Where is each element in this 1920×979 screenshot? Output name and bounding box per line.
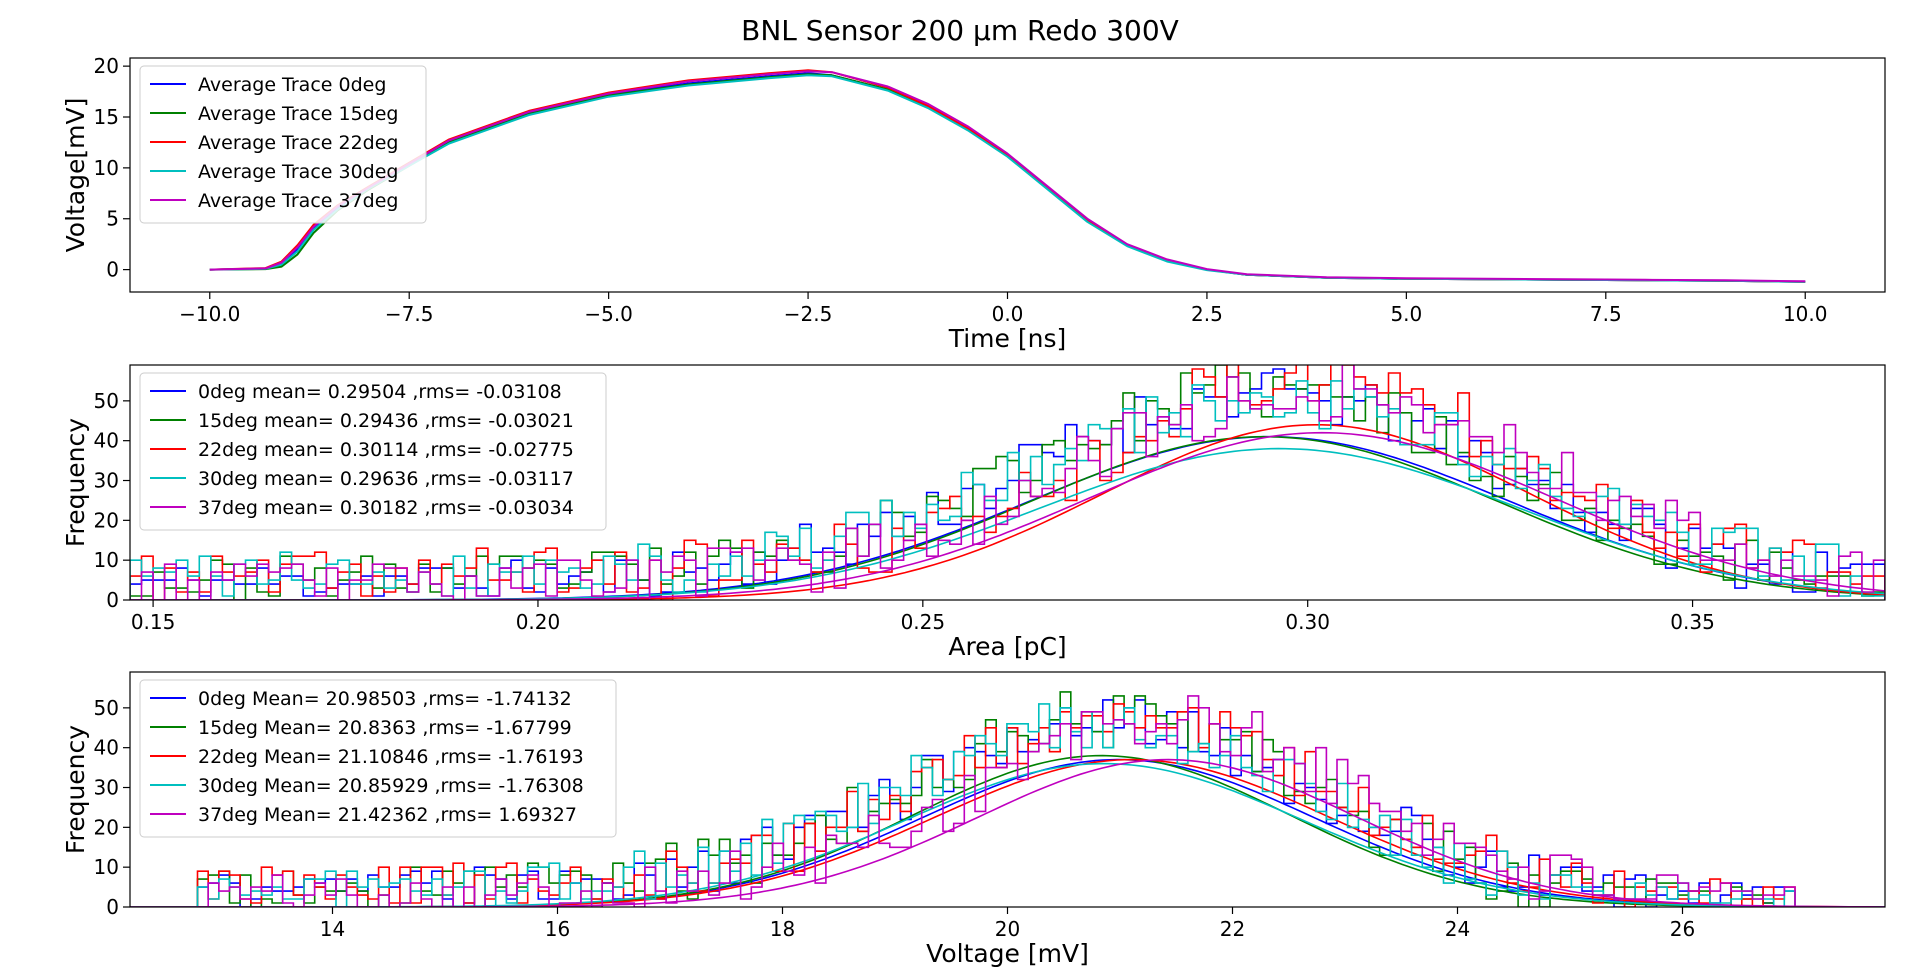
x-tick-label: −10.0 [179,302,240,326]
y-tick-label: 30 [94,469,119,493]
legend-entry: 37deg mean= 0.30182 ,rms= -0.03034 [198,497,574,519]
legend: 0deg mean= 0.29504 ,rms= -0.03108 15deg m… [139,372,607,531]
x-tick-label: −5.0 [584,302,633,326]
x-axis-label: Area [pC] [948,632,1066,661]
legend-entry: Average Trace 0deg [198,74,386,96]
series-22deg [209,69,1806,283]
gaussian-fit-line [130,423,1885,600]
y-tick-label: 40 [94,736,119,760]
x-tick-label: 26 [1670,917,1695,941]
legend-entry: 0deg Mean= 20.98503 ,rms= -1.74132 [198,688,572,710]
legend-entry: Average Trace 37deg [198,190,399,212]
x-tick-label: 24 [1445,917,1470,941]
y-tick-label: 0 [106,588,119,612]
legend-entry: 37deg Mean= 21.42362 ,rms= 1.69327 [198,804,577,826]
panel-area-histogram: 0.15 0.20 0.25 0.30 0.35 0 10 20 30 40 50 Area [pC]… [61,364,1886,661]
legend: Average Trace 0deg Average Trace 15deg Ave… [139,65,427,224]
x-tick-label: 0.35 [1670,610,1715,634]
y-tick-label: 20 [94,815,119,839]
y-tick-label: 20 [94,54,119,78]
y-axis-label: Frequency [61,418,90,547]
series-30deg [209,74,1806,283]
x-tick-label: 0.15 [131,610,176,634]
x-axis-label: Time [ns] [948,324,1067,353]
y-tick-label: 50 [94,389,119,413]
series-line [209,74,1806,283]
y-tick-label: 10 [94,548,119,572]
x-tick-label: 0.25 [901,610,946,634]
series-line [209,72,1806,283]
legend: 0deg Mean= 20.98503 ,rms= -1.74132 15deg … [139,679,617,838]
y-tick-label: 5 [106,207,119,231]
legend-entry: Average Trace 15deg [198,103,399,125]
y-tick-label: 20 [94,508,119,532]
x-tick-label: 14 [320,917,345,941]
y-tick-label: 30 [94,776,119,800]
legend-entry: Average Trace 22deg [198,132,399,154]
x-tick-label: 20 [995,917,1020,941]
y-axis-label: Frequency [61,725,90,854]
histogram-step [130,365,1885,600]
series-line [209,70,1806,283]
x-axis-label: Voltage [mV] [926,939,1089,968]
panel-average-traces: −10.0 −7.5 −5.0 −2.5 0.0 2.5 5.0 7.5 10.0 0 5 10 15 2… [61,54,1886,353]
series-line [209,73,1806,283]
x-tick-label: 7.5 [1590,302,1622,326]
legend-frame [139,679,617,838]
legend-entry: 0deg mean= 0.29504 ,rms= -0.03108 [198,381,562,403]
y-tick-label: 50 [94,696,119,720]
y-tick-label: 0 [106,258,119,282]
y-tick-label: 0 [106,895,119,919]
x-tick-label: −7.5 [385,302,434,326]
x-tick-label: 0.20 [516,610,561,634]
legend-entry: Average Trace 30deg [198,161,399,183]
legend-frame [139,65,427,224]
legend-entry: 22deg mean= 0.30114 ,rms= -0.02775 [198,439,574,461]
series-37deg [209,70,1806,283]
plot-area [209,69,1806,283]
x-tick-label: 0.30 [1285,610,1330,634]
series-line [209,69,1806,283]
panel-voltage-histogram: 14 16 18 20 22 24 26 0 10 20 30 40 50 Voltage [mV] Fre… [61,671,1886,968]
legend-entry: 30deg Mean= 20.85929 ,rms= -1.76308 [198,775,584,797]
x-tick-label: 0.0 [992,302,1024,326]
legend-frame [139,372,607,531]
histogram-step [197,695,1796,907]
y-tick-label: 15 [94,105,119,129]
series-15deg [209,73,1806,283]
series-0deg [209,72,1806,283]
x-tick-label: 10.0 [1783,302,1828,326]
legend-entry: 30deg mean= 0.29636 ,rms= -0.03117 [198,468,574,490]
x-tick-label: 18 [770,917,795,941]
y-axis-label: Voltage[mV] [61,98,90,253]
y-tick-label: 10 [94,855,119,879]
x-tick-label: −2.5 [784,302,833,326]
x-tick-label: 2.5 [1191,302,1223,326]
x-tick-label: 16 [545,917,570,941]
figure-title: BNL Sensor 200 μm Redo 300V [741,14,1179,47]
x-tick-label: 22 [1220,917,1245,941]
y-tick-label: 40 [94,429,119,453]
axes-frame [129,364,1886,601]
x-tick-label: 5.0 [1390,302,1422,326]
legend-entry: 22deg Mean= 21.10846 ,rms= -1.76193 [198,746,584,768]
legend-entry: 15deg mean= 0.29436 ,rms= -0.03021 [198,410,574,432]
legend-entry: 15deg Mean= 20.8363 ,rms= -1.67799 [198,717,572,739]
y-tick-label: 10 [94,156,119,180]
